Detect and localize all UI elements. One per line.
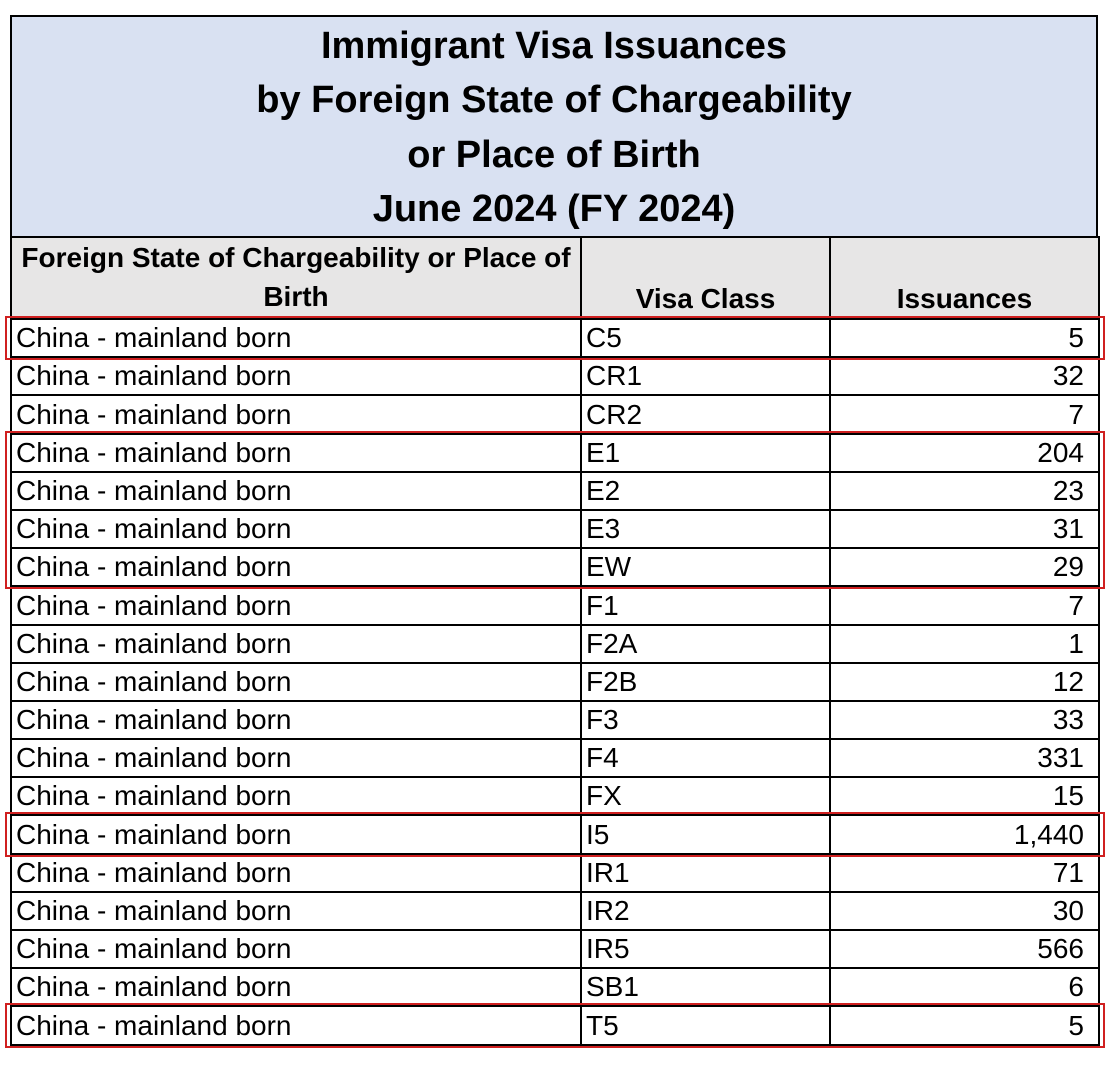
table-row: China - mainland born CR1 32 bbox=[10, 356, 1100, 397]
column-header-issuances: Issuances bbox=[829, 236, 1100, 320]
state-cell: China - mainland born bbox=[10, 394, 582, 435]
table-row: China - mainland born C5 5 bbox=[10, 317, 1100, 359]
table-row: China - mainland born FX 15 bbox=[10, 776, 1100, 817]
state-cell: China - mainland born bbox=[10, 852, 582, 893]
state-cell: China - mainland born bbox=[10, 890, 582, 932]
state-cell: China - mainland born bbox=[10, 623, 582, 664]
state-cell: China - mainland born bbox=[10, 776, 582, 817]
issuances-cell: 31 bbox=[829, 508, 1100, 550]
visa-class-cell: E2 bbox=[580, 470, 831, 511]
table-row: China - mainland born E2 23 bbox=[10, 470, 1100, 511]
visa-class-cell: E3 bbox=[580, 508, 831, 550]
visa-class-cell: E1 bbox=[580, 432, 831, 473]
state-cell: China - mainland born bbox=[10, 738, 582, 779]
issuances-cell: 204 bbox=[829, 432, 1100, 473]
state-cell: China - mainland born bbox=[10, 470, 582, 511]
visa-class-cell: FX bbox=[580, 776, 831, 817]
visa-class-cell: F2B bbox=[580, 661, 831, 702]
column-header-state: Foreign State of Chargeability or Place … bbox=[10, 236, 582, 320]
issuance-table: Foreign State of Chargeability or Place … bbox=[10, 236, 1100, 1046]
visa-class-cell: CR2 bbox=[580, 394, 831, 435]
title-line: or Place of Birth bbox=[407, 133, 701, 176]
table-row: China - mainland born SB1 6 bbox=[10, 967, 1100, 1008]
state-cell: China - mainland born bbox=[10, 814, 582, 855]
table-row: China - mainland born E3 31 bbox=[10, 508, 1100, 550]
table-row: China - mainland born IR2 30 bbox=[10, 890, 1100, 932]
issuances-cell: 1,440 bbox=[829, 814, 1100, 855]
visa-class-cell: IR5 bbox=[580, 928, 831, 970]
issuances-cell: 32 bbox=[829, 356, 1100, 397]
visa-issuance-table-sheet: Immigrant Visa Issuances by Foreign Stat… bbox=[10, 15, 1100, 1046]
issuances-cell: 71 bbox=[829, 852, 1100, 893]
issuances-cell: 30 bbox=[829, 890, 1100, 932]
table-row: China - mainland born I5 1,440 bbox=[10, 814, 1100, 855]
column-header-visa-class: Visa Class bbox=[580, 236, 831, 320]
state-cell: China - mainland born bbox=[10, 1005, 582, 1046]
issuances-cell: 331 bbox=[829, 738, 1100, 779]
table-row: China - mainland born F1 7 bbox=[10, 585, 1100, 626]
issuances-cell: 29 bbox=[829, 547, 1100, 588]
visa-class-cell: SB1 bbox=[580, 967, 831, 1008]
issuances-cell: 33 bbox=[829, 699, 1100, 741]
column-header-issuances-label: Issuances bbox=[896, 283, 1033, 314]
state-cell: China - mainland born bbox=[10, 585, 582, 626]
table-row: China - mainland born IR1 71 bbox=[10, 852, 1100, 893]
issuances-cell: 6 bbox=[829, 967, 1100, 1008]
visa-class-cell: C5 bbox=[580, 317, 831, 359]
state-cell: China - mainland born bbox=[10, 967, 582, 1008]
state-cell: China - mainland born bbox=[10, 432, 582, 473]
visa-class-cell: T5 bbox=[580, 1005, 831, 1046]
issuances-cell: 12 bbox=[829, 661, 1100, 702]
state-cell: China - mainland born bbox=[10, 928, 582, 970]
visa-class-cell: IR1 bbox=[580, 852, 831, 893]
state-cell: China - mainland born bbox=[10, 547, 582, 588]
table-row: China - mainland born F2B 12 bbox=[10, 661, 1100, 702]
visa-class-cell: F3 bbox=[580, 699, 831, 741]
table-title: Immigrant Visa Issuances by Foreign Stat… bbox=[10, 15, 1098, 236]
issuances-cell: 7 bbox=[829, 585, 1100, 626]
title-line: by Foreign State of Chargeability bbox=[256, 79, 852, 121]
visa-class-cell: EW bbox=[580, 547, 831, 588]
visa-class-cell: CR1 bbox=[580, 356, 831, 397]
issuances-cell: 23 bbox=[829, 470, 1100, 511]
table-row: China - mainland born T5 5 bbox=[10, 1005, 1100, 1046]
table-row: China - mainland born EW 29 bbox=[10, 547, 1100, 588]
visa-class-cell: IR2 bbox=[580, 890, 831, 932]
visa-class-cell: F2A bbox=[580, 623, 831, 664]
table-row: China - mainland born IR5 566 bbox=[10, 928, 1100, 970]
table-row: China - mainland born F3 33 bbox=[10, 699, 1100, 741]
title-line: Immigrant Visa Issuances bbox=[320, 24, 788, 67]
issuances-cell: 5 bbox=[829, 1005, 1100, 1046]
issuances-cell: 7 bbox=[829, 394, 1100, 435]
table-row: China - mainland born E1 204 bbox=[10, 432, 1100, 473]
column-header-visa-class-label: Visa Class bbox=[635, 283, 776, 314]
issuances-cell: 1 bbox=[829, 623, 1100, 664]
table-row: China - mainland born CR2 7 bbox=[10, 394, 1100, 435]
visa-class-cell: F1 bbox=[580, 585, 831, 626]
state-cell: China - mainland born bbox=[10, 661, 582, 702]
state-cell: China - mainland born bbox=[10, 508, 582, 550]
issuances-cell: 566 bbox=[829, 928, 1100, 970]
issuances-cell: 5 bbox=[829, 317, 1100, 359]
visa-class-cell: I5 bbox=[580, 814, 831, 855]
state-cell: China - mainland born bbox=[10, 699, 582, 741]
state-cell: China - mainland born bbox=[10, 356, 582, 397]
table-row: China - mainland born F4 331 bbox=[10, 738, 1100, 779]
header-row: Foreign State of Chargeability or Place … bbox=[10, 236, 1100, 320]
title-line: June 2024 (FY 2024) bbox=[372, 188, 736, 230]
visa-class-cell: F4 bbox=[580, 738, 831, 779]
state-cell: China - mainland born bbox=[10, 317, 582, 359]
table-row: China - mainland born F2A 1 bbox=[10, 623, 1100, 664]
issuances-cell: 15 bbox=[829, 776, 1100, 817]
